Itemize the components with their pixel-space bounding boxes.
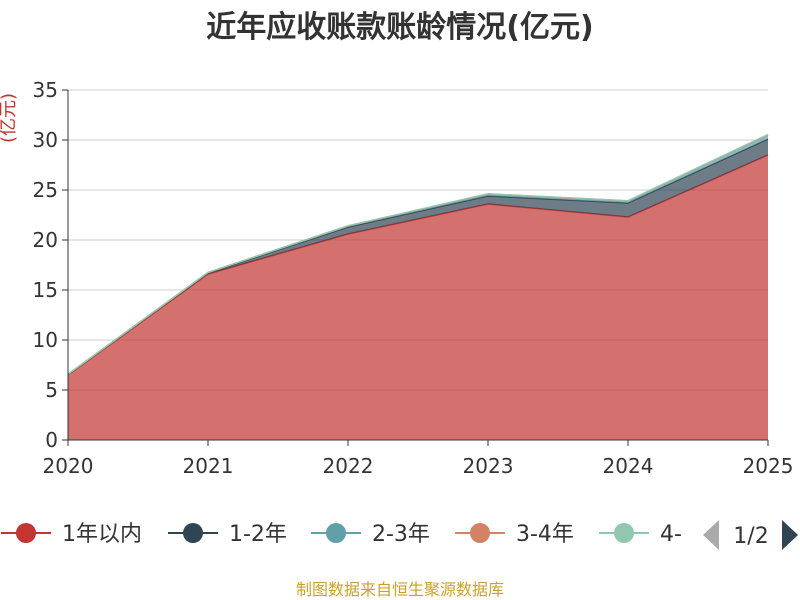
x-ticks: 2020 2021 2022 2023 2024 2025 <box>43 440 794 478</box>
legend-item[interactable]: 2-3年 <box>311 522 430 547</box>
y-tick-label: 15 <box>33 278 58 302</box>
legend-label: 4- <box>660 522 682 547</box>
source-note: 制图数据来自恒生聚源数据库 <box>296 580 504 599</box>
y-tick-label: 10 <box>33 328 58 352</box>
x-tick-label: 2021 <box>183 454 234 478</box>
line-4- <box>67 133 769 375</box>
x-tick-label: 2023 <box>463 454 514 478</box>
y-tick-label: 30 <box>33 128 58 152</box>
area-1年以内 <box>68 155 768 440</box>
chart-title: 近年应收账款账龄情况(亿元) <box>206 10 593 45</box>
y-ticks: 0 5 10 15 20 25 30 35 <box>33 78 68 452</box>
legend-marker <box>183 523 203 543</box>
y-axis-label: (亿元) <box>0 93 19 143</box>
legend-marker <box>326 523 346 543</box>
y-tick-label: 20 <box>33 228 58 252</box>
legend-item[interactable]: 1年以内 <box>1 522 142 547</box>
legend-prev-icon[interactable] <box>703 520 719 550</box>
legend-label: 1-2年 <box>229 522 287 547</box>
x-tick-label: 2024 <box>603 454 654 478</box>
legend-label: 2-3年 <box>372 522 430 547</box>
legend-item[interactable]: 1-2年 <box>168 522 287 547</box>
legend-item[interactable]: 3-4年 <box>455 522 574 547</box>
x-tick-label: 2022 <box>323 454 374 478</box>
legend-item[interactable]: 4- <box>599 522 682 547</box>
legend-marker <box>16 523 36 543</box>
legend-pager: 1/2 <box>703 520 798 550</box>
y-tick-label: 25 <box>33 178 58 202</box>
legend: 1年以内 1-2年 2-3年 3-4年 4- <box>1 522 682 547</box>
legend-label: 3-4年 <box>516 522 574 547</box>
legend-label: 1年以内 <box>62 522 142 547</box>
legend-marker <box>614 523 634 543</box>
legend-next-icon[interactable] <box>782 520 798 550</box>
legend-page-indicator: 1/2 <box>733 524 768 549</box>
area-series <box>67 133 769 440</box>
y-tick-label: 5 <box>45 378 58 402</box>
y-tick-label: 0 <box>45 428 58 452</box>
axes <box>67 90 768 441</box>
legend-marker <box>470 523 490 543</box>
x-tick-label: 2025 <box>743 454 794 478</box>
y-tick-label: 35 <box>33 78 58 102</box>
x-tick-label: 2020 <box>43 454 94 478</box>
